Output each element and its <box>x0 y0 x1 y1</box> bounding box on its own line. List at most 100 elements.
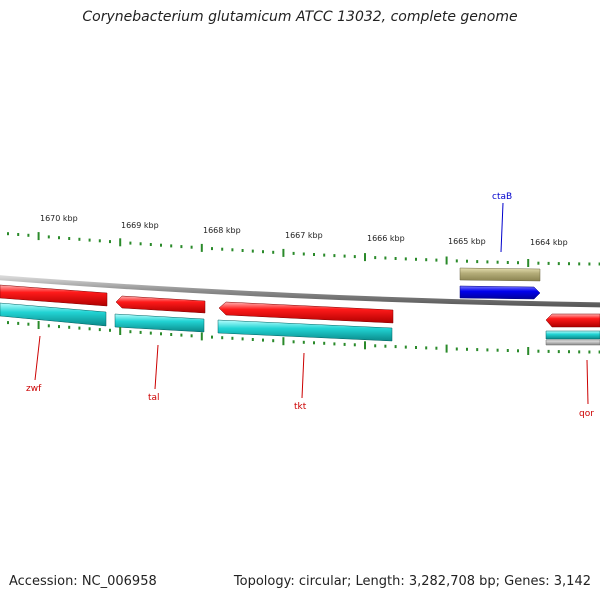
tick-label-1666: 1666 kbp <box>367 234 405 243</box>
tal-label[interactable]: tal <box>148 393 160 403</box>
qor-label[interactable]: qor <box>579 409 594 419</box>
outer-ring-minor-tick <box>353 255 356 259</box>
inner-ring-major-tick <box>282 337 285 346</box>
ctaB-gene-arrow[interactable] <box>459 285 541 300</box>
outer-ring-minor-tick <box>598 262 600 266</box>
outer-ring-minor-tick <box>272 250 275 254</box>
outer-ring-minor-tick <box>17 233 20 236</box>
tkt-gene-arrow[interactable] <box>218 301 394 324</box>
zwf-gene-arrow[interactable] <box>0 284 108 307</box>
outer-ring-minor-tick <box>88 238 91 242</box>
outer-ring-minor-tick <box>129 241 132 245</box>
inner-ring-minor-tick <box>190 334 193 338</box>
outer-tick-ring <box>7 232 600 267</box>
outer-ring-minor-tick <box>578 262 581 266</box>
outer-ring-major-tick <box>527 259 530 267</box>
outer-ring-major-tick <box>200 243 203 252</box>
inner-ring-major-tick <box>200 332 203 341</box>
outer-ring-minor-tick <box>27 233 30 237</box>
inner-ring-minor-tick <box>496 348 499 352</box>
inner-ring-minor-tick <box>27 322 30 326</box>
qor-cds-block[interactable] <box>545 330 600 340</box>
zwf-cds-block[interactable] <box>0 302 107 327</box>
outer-ring-minor-tick <box>568 262 570 266</box>
inner-ring-minor-tick <box>323 341 326 345</box>
qor-rna-block[interactable] <box>545 339 600 346</box>
tal-cds-block[interactable] <box>114 313 205 333</box>
tick-label-1664: 1664 kbp <box>530 238 568 247</box>
outer-ring-minor-tick <box>302 252 305 256</box>
inner-ring-minor-tick <box>506 349 509 352</box>
inner-ring-minor-tick <box>486 348 489 352</box>
ctaB-label[interactable]: ctaB <box>492 192 512 202</box>
qor-leader-line <box>586 359 589 405</box>
outer-ring-minor-tick <box>78 237 81 241</box>
inner-ring-minor-tick <box>302 340 305 344</box>
inner-ring-minor-tick <box>180 333 183 337</box>
outer-ring-minor-tick <box>466 259 468 263</box>
inner-ring-minor-tick <box>517 349 519 353</box>
outer-ring-minor-tick <box>374 256 377 260</box>
outer-ring-minor-tick <box>211 247 213 251</box>
topology-summary: Topology: circular; Length: 3,282,708 bp… <box>233 574 591 589</box>
zwf-label[interactable]: zwf <box>26 384 42 394</box>
inner-ring-minor-tick <box>435 346 438 350</box>
outer-ring-minor-tick <box>313 253 315 256</box>
inner-ring-minor-tick <box>425 346 428 350</box>
inner-ring-minor-tick <box>7 321 9 325</box>
ctaB-cds-block[interactable] <box>459 267 541 282</box>
inner-tick-ring <box>7 321 600 355</box>
outer-ring-minor-tick <box>517 261 519 265</box>
tkt-label[interactable]: tkt <box>294 402 307 412</box>
inner-ring-minor-tick <box>68 325 71 329</box>
outer-ring-minor-tick <box>476 260 479 264</box>
tal-gene-arrow[interactable] <box>115 295 206 314</box>
inner-ring-minor-tick <box>374 344 377 348</box>
outer-ring-major-tick <box>364 253 366 262</box>
outer-ring-minor-tick <box>47 235 50 239</box>
qor-gene-arrow[interactable] <box>545 313 600 328</box>
inner-ring-minor-tick <box>17 321 20 325</box>
tkt-cds-block[interactable] <box>217 319 393 342</box>
outer-ring-minor-tick <box>404 257 407 261</box>
inner-ring-minor-tick <box>466 347 468 351</box>
inner-ring-minor-tick <box>333 342 336 346</box>
inner-ring-minor-tick <box>262 338 264 342</box>
inner-ring-minor-tick <box>292 340 295 344</box>
outer-ring-minor-tick <box>415 257 417 261</box>
outer-ring-minor-tick <box>231 248 234 252</box>
tkt-leader-line <box>301 352 305 399</box>
outer-ring-major-tick <box>282 248 285 257</box>
outer-ring-minor-tick <box>109 240 111 244</box>
outer-ring-minor-tick <box>506 261 509 264</box>
inner-ring-minor-tick <box>598 350 600 354</box>
map-title: Corynebacterium glutamicum ATCC 13032, c… <box>82 9 518 25</box>
outer-ring-minor-tick <box>537 261 540 265</box>
inner-ring-minor-tick <box>455 347 458 351</box>
outer-ring-minor-tick <box>221 247 224 251</box>
outer-ring-minor-tick <box>180 245 183 249</box>
zwf-leader-line <box>34 335 41 381</box>
outer-ring-minor-tick <box>455 259 458 263</box>
inner-ring-minor-tick <box>578 350 581 354</box>
inner-ring-minor-tick <box>415 346 417 349</box>
inner-ring-minor-tick <box>109 328 111 332</box>
inner-ring-minor-tick <box>160 332 162 336</box>
outer-ring-major-tick <box>37 232 40 241</box>
genome-backbone <box>0 275 600 308</box>
inner-ring-minor-tick <box>588 350 591 354</box>
outer-ring-minor-tick <box>343 254 346 258</box>
inner-ring-minor-tick <box>394 345 397 349</box>
outer-ring-minor-tick <box>262 250 264 254</box>
outer-ring-minor-tick <box>486 260 489 264</box>
inner-ring-minor-tick <box>221 336 224 340</box>
outer-ring-minor-tick <box>292 251 295 255</box>
outer-ring-minor-tick <box>170 244 173 248</box>
outer-ring-minor-tick <box>547 261 550 265</box>
inner-ring-major-tick <box>527 347 530 355</box>
outer-ring-major-tick <box>119 238 122 247</box>
tick-label-1670: 1670 kbp <box>40 214 78 223</box>
tick-label-1668: 1668 kbp <box>203 226 241 235</box>
inner-ring-minor-tick <box>557 350 560 354</box>
